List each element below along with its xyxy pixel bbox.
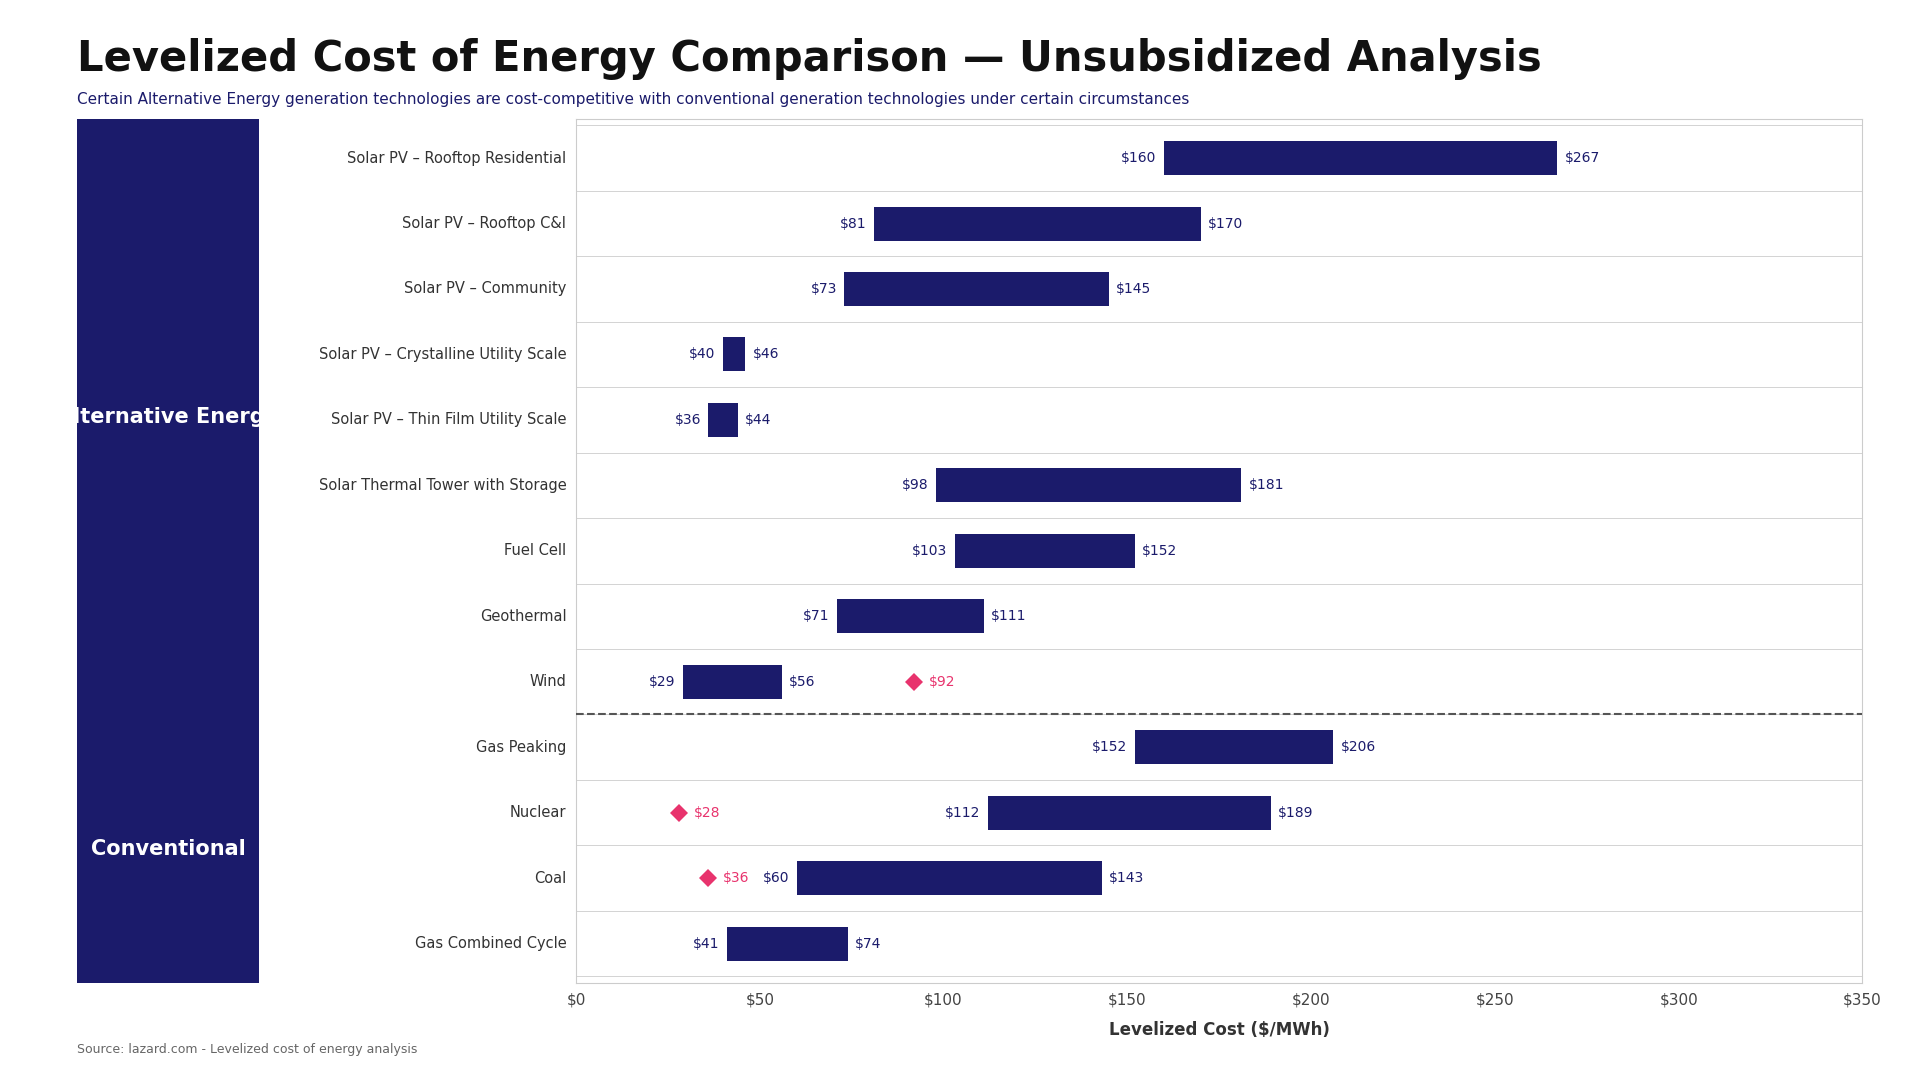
Text: Solar PV – Rooftop Residential: Solar PV – Rooftop Residential: [348, 150, 566, 165]
Text: $189: $189: [1279, 806, 1313, 820]
X-axis label: Levelized Cost ($/MWh): Levelized Cost ($/MWh): [1108, 1022, 1331, 1039]
Text: $81: $81: [839, 216, 866, 230]
Text: $73: $73: [810, 282, 837, 296]
Text: $71: $71: [803, 609, 829, 623]
Text: Gas Peaking: Gas Peaking: [476, 740, 566, 755]
Text: $28: $28: [693, 806, 720, 820]
Text: Solar Thermal Tower with Storage: Solar Thermal Tower with Storage: [319, 477, 566, 492]
Text: $98: $98: [902, 478, 929, 492]
Text: $36: $36: [724, 872, 749, 886]
Bar: [837, 599, 983, 633]
Text: Solar PV – Rooftop C&I: Solar PV – Rooftop C&I: [403, 216, 566, 231]
Bar: [726, 927, 849, 960]
Text: Alternative Energy: Alternative Energy: [58, 406, 278, 427]
Text: $143: $143: [1110, 872, 1144, 886]
Text: Certain Alternative Energy generation technologies are cost-competitive with con: Certain Alternative Energy generation te…: [77, 92, 1188, 107]
Text: Conventional: Conventional: [90, 838, 246, 859]
Text: $267: $267: [1565, 151, 1599, 165]
Bar: [874, 206, 1200, 241]
Bar: [684, 664, 781, 699]
Text: $152: $152: [1142, 544, 1177, 557]
Text: $160: $160: [1121, 151, 1156, 165]
Text: $206: $206: [1340, 740, 1377, 754]
Bar: [845, 272, 1110, 306]
Text: $170: $170: [1208, 216, 1244, 230]
Text: Source: lazard.com - Levelized cost of energy analysis: Source: lazard.com - Levelized cost of e…: [77, 1043, 417, 1056]
Bar: [1135, 730, 1332, 765]
Bar: [937, 469, 1240, 502]
Text: $74: $74: [854, 936, 881, 950]
Text: $152: $152: [1092, 740, 1127, 754]
Text: $92: $92: [929, 675, 956, 689]
Text: $36: $36: [674, 413, 701, 427]
Text: $41: $41: [693, 936, 720, 950]
Text: $40: $40: [689, 348, 716, 362]
Text: Solar PV – Thin Film Utility Scale: Solar PV – Thin Film Utility Scale: [330, 413, 566, 428]
Text: $56: $56: [789, 675, 816, 689]
Text: Levelized Cost of Energy Comparison — Unsubsidized Analysis: Levelized Cost of Energy Comparison — Un…: [77, 38, 1542, 80]
Text: Wind: Wind: [530, 674, 566, 689]
Text: $60: $60: [762, 872, 789, 886]
Bar: [724, 337, 745, 372]
Text: Coal: Coal: [534, 870, 566, 886]
Text: $145: $145: [1116, 282, 1152, 296]
Text: Fuel Cell: Fuel Cell: [505, 543, 566, 558]
Text: $111: $111: [991, 609, 1027, 623]
Text: Nuclear: Nuclear: [511, 805, 566, 820]
Bar: [987, 796, 1271, 829]
Text: Geothermal: Geothermal: [480, 609, 566, 624]
Text: $29: $29: [649, 675, 676, 689]
Text: Solar PV – Community: Solar PV – Community: [403, 282, 566, 297]
Text: $181: $181: [1248, 478, 1284, 492]
Text: $46: $46: [753, 348, 780, 362]
Bar: [797, 861, 1102, 895]
Text: $44: $44: [745, 413, 772, 427]
Bar: [1164, 141, 1557, 175]
Text: $103: $103: [912, 544, 947, 557]
Text: Gas Combined Cycle: Gas Combined Cycle: [415, 936, 566, 951]
Bar: [708, 403, 737, 437]
Text: Solar PV – Crystalline Utility Scale: Solar PV – Crystalline Utility Scale: [319, 347, 566, 362]
Text: $112: $112: [945, 806, 981, 820]
Bar: [954, 534, 1135, 568]
